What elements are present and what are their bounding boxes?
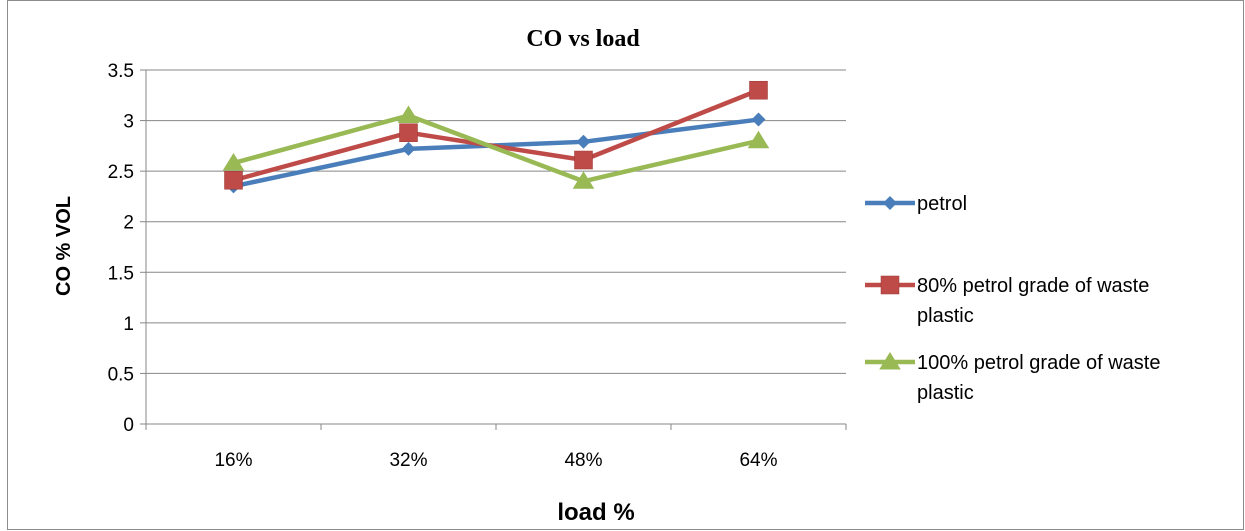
x-tick-label: 16% <box>214 450 252 471</box>
data-point <box>397 105 420 124</box>
data-point <box>222 153 245 171</box>
grid <box>145 69 846 425</box>
data-point <box>747 130 770 149</box>
y-tick-label: 1.5 <box>108 263 134 284</box>
y-tick-label: 2 <box>123 213 134 234</box>
y-tick-label: 1 <box>123 314 134 335</box>
data-point <box>399 123 418 142</box>
series-0 <box>226 112 766 194</box>
chart-frame <box>7 0 1244 530</box>
data-point <box>572 171 595 189</box>
data-point <box>749 80 768 100</box>
legend-item: 100% petrol grade of waste plastic <box>865 352 1161 404</box>
x-tick-label: 64% <box>739 450 777 471</box>
data-point <box>401 141 416 156</box>
series-line <box>233 117 759 189</box>
legend-label: 100% petrol grade of waste plastic <box>917 352 1161 404</box>
y-axis-title: CO % VOL <box>53 196 75 296</box>
legend-marker <box>879 352 901 370</box>
data-point <box>751 112 766 127</box>
series-2 <box>222 105 770 189</box>
legend: petrol 80% petrol grade of waste plastic 10… <box>865 193 1161 404</box>
x-tick-label: 48% <box>564 450 602 471</box>
chart-title: CO vs load <box>526 26 640 52</box>
data-point <box>574 150 593 170</box>
y-tick-label: 2.5 <box>108 162 134 183</box>
legend-marker <box>883 196 897 210</box>
data-point <box>224 170 243 190</box>
y-tick-label: 3.5 <box>108 61 134 82</box>
legend-item: petrol <box>865 193 967 215</box>
x-axis-title: load % <box>557 499 634 526</box>
x-axis-ticks: 16% 32% 48% 64% <box>145 424 847 471</box>
legend-marker <box>880 275 900 295</box>
legend-item: 80% petrol grade of waste plastic <box>865 275 1149 327</box>
legend-label: 80% petrol grade of waste plastic <box>917 275 1149 327</box>
x-tick-label: 32% <box>389 450 427 471</box>
y-tick-label: 0 <box>123 415 134 436</box>
y-axis-ticks: 0 0.5 1 1.5 2 2.5 3 3.5 <box>108 61 146 436</box>
data-point <box>576 134 591 149</box>
series-line <box>232 88 760 183</box>
series-line <box>232 113 760 184</box>
y-tick-label: 0.5 <box>108 364 134 385</box>
y-tick-label: 3 <box>123 112 134 133</box>
legend-label: petrol <box>917 193 967 215</box>
series-group <box>222 80 770 194</box>
